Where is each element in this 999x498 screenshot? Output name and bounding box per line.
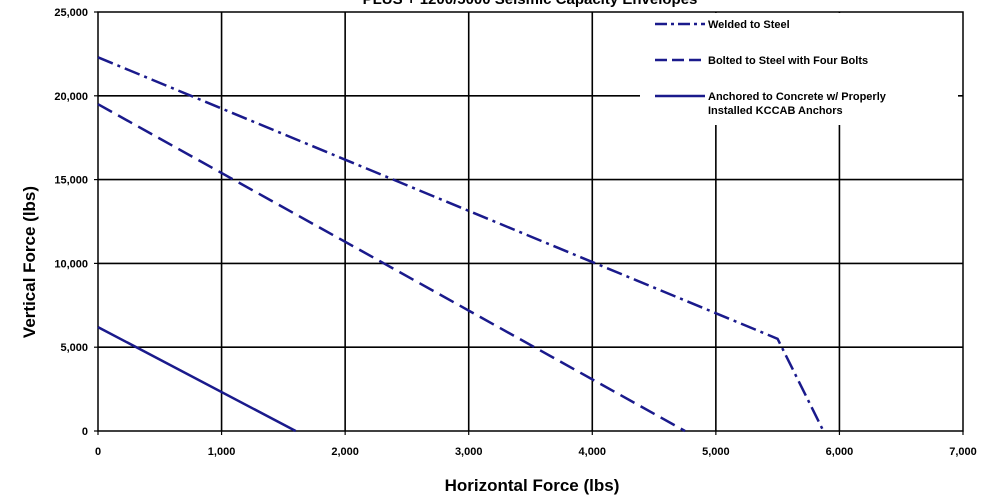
- y-axis-ticks: 0 5,000 10,000 15,000 20,000 25,000: [54, 7, 98, 438]
- y-tick-label: 15,000: [54, 175, 88, 187]
- x-tick-label: 1,000: [208, 446, 236, 458]
- x-tick-label: 0: [95, 446, 101, 458]
- y-tick-label: 20,000: [54, 91, 88, 103]
- y-tick-label: 10,000: [54, 258, 88, 270]
- chart-title: PLUS + 1200/5000 Seismic Capacity Envelo…: [363, 0, 698, 8]
- series-line: [97, 56, 825, 432]
- y-tick-label: 5,000: [60, 342, 88, 354]
- legend-box: [640, 13, 958, 125]
- y-tick-label: 0: [82, 426, 88, 438]
- x-tick-label: 4,000: [579, 446, 607, 458]
- data-series: [97, 56, 825, 433]
- y-axis-title: Vertical Force (lbs): [20, 186, 39, 338]
- y-tick-label: 25,000: [54, 7, 88, 19]
- x-tick-label: 3,000: [455, 446, 483, 458]
- legend-label: Bolted to Steel with Four Bolts: [708, 55, 868, 67]
- legend-label: Welded to Steel: [708, 19, 790, 31]
- x-axis-title: Horizontal Force (lbs): [445, 476, 620, 495]
- x-tick-label: 6,000: [826, 446, 854, 458]
- legend-label: Anchored to Concrete w/ Properly: [708, 91, 887, 103]
- x-tick-label: 7,000: [949, 446, 977, 458]
- x-tick-label: 5,000: [702, 446, 730, 458]
- series-line: [97, 325, 297, 433]
- series-line: [97, 103, 686, 433]
- legend-label: Installed KCCAB Anchors: [708, 105, 843, 117]
- legend: Welded to Steel Bolted to Steel with Four…: [655, 19, 887, 117]
- plot-frame: [97, 11, 964, 432]
- x-tick-label: 2,000: [331, 446, 359, 458]
- x-axis-ticks: 0 1,000 2,000 3,000 4,000 5,000 6,000 7,000: [95, 431, 977, 458]
